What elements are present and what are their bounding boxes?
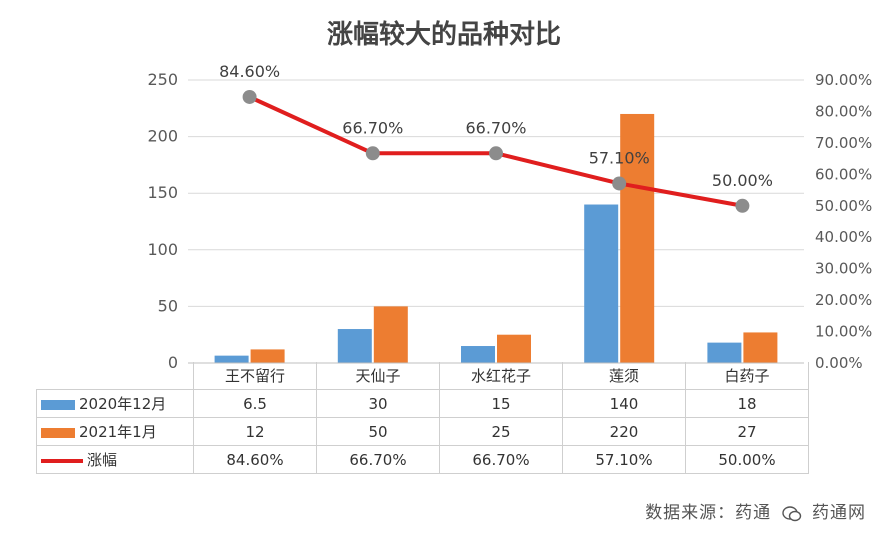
y-right-tick-label: 30.00% xyxy=(815,260,872,278)
legend-entry: 涨幅 xyxy=(36,445,194,474)
category-label: 水红花子 xyxy=(439,362,563,390)
y-right-tick-label: 20.00% xyxy=(815,291,872,309)
table-cell: 220 xyxy=(562,417,686,446)
data-table-row-2020-12: 2020年12月 6.5 30 15 140 18 xyxy=(36,389,809,418)
table-cell: 18 xyxy=(685,389,809,418)
data-label: 50.00% xyxy=(712,171,773,190)
y-right-tick-label: 50.00% xyxy=(815,197,872,215)
table-cell: 50.00% xyxy=(685,445,809,474)
y-right-tick-label: 80.00% xyxy=(815,102,872,120)
legend-entry: 2021年1月 xyxy=(36,417,194,446)
category-label: 白药子 xyxy=(685,362,809,390)
y-right-tick-label: 10.00% xyxy=(815,323,872,341)
y-left-tick-label: 100 xyxy=(147,240,178,259)
y-right-tick-label: 70.00% xyxy=(815,134,872,152)
table-cell: 57.10% xyxy=(562,445,686,474)
data-table-row-2021-01: 2021年1月 12 50 25 220 27 xyxy=(36,417,809,446)
data-table-header-row: 王不留行 天仙子 水红花子 莲须 白药子 xyxy=(37,362,809,390)
y-right-tick-label: 0.00% xyxy=(815,354,863,372)
line-marker xyxy=(735,198,750,213)
table-cell: 50 xyxy=(316,417,440,446)
data-label: 57.10% xyxy=(589,148,650,167)
bar-blue xyxy=(707,342,742,363)
category-label: 王不留行 xyxy=(193,362,317,390)
legend-entry: 2020年12月 xyxy=(36,389,194,418)
y-left-tick-label: 50 xyxy=(158,296,178,315)
bar-orange xyxy=(373,306,408,363)
source-note: 数据来源：药通 药通网 xyxy=(645,498,866,523)
table-cell: 27 xyxy=(685,417,809,446)
bar-blue xyxy=(337,329,372,363)
data-label: 66.70% xyxy=(342,118,403,137)
table-cell: 30 xyxy=(316,389,440,418)
y-right-tick-label: 40.00% xyxy=(815,228,872,246)
line-marker xyxy=(242,89,257,104)
bar-orange xyxy=(497,334,531,363)
table-cell: 15 xyxy=(439,389,563,418)
legend-swatch-blue xyxy=(41,399,75,410)
bar-blue xyxy=(584,204,619,363)
data-table: 王不留行 天仙子 水红花子 莲须 白药子 2020年12月 6.5 30 15 … xyxy=(36,362,809,474)
category-label: 天仙子 xyxy=(316,362,440,390)
y-left-tick-label: 250 xyxy=(147,70,178,89)
legend-label: 涨幅 xyxy=(87,451,118,469)
table-cell: 25 xyxy=(439,417,563,446)
chart-title: 涨幅较大的品种对比 xyxy=(326,20,561,50)
bar-orange xyxy=(250,349,285,363)
bar-blue xyxy=(214,355,249,363)
table-cell: 84.60% xyxy=(193,445,317,474)
watermark-text: 药通网 xyxy=(812,503,866,523)
table-cell: 66.70% xyxy=(316,445,440,474)
table-cell: 140 xyxy=(562,389,686,418)
legend-swatch-orange xyxy=(41,427,75,438)
y-right-tick-label: 60.00% xyxy=(815,165,872,183)
legend-label: 2021年1月 xyxy=(79,423,157,441)
data-table-row-increase: 涨幅 84.60% 66.70% 66.70% 57.10% 50.00% xyxy=(36,445,809,474)
wechat-icon xyxy=(781,505,801,521)
table-cell: 66.70% xyxy=(439,445,563,474)
source-text: 数据来源：药通 xyxy=(645,503,772,523)
table-cell: 12 xyxy=(193,417,317,446)
legend-label: 2020年12月 xyxy=(79,395,167,413)
bar-blue xyxy=(461,346,495,363)
line-marker xyxy=(489,146,503,161)
y-left-tick-label: 200 xyxy=(147,127,178,146)
line-marker xyxy=(365,146,380,161)
category-label: 莲须 xyxy=(562,362,686,390)
y-left-tick-label: 0 xyxy=(168,353,178,372)
table-cell: 6.5 xyxy=(193,389,317,418)
y-left-tick-label: 150 xyxy=(147,183,178,202)
y-right-tick-label: 90.00% xyxy=(815,71,872,89)
data-label: 84.60% xyxy=(219,62,280,81)
data-table-corner xyxy=(37,362,194,390)
bar-orange xyxy=(620,113,655,364)
legend-swatch-red-line xyxy=(41,458,83,463)
data-label: 66.70% xyxy=(465,118,526,137)
line-marker xyxy=(612,176,627,191)
bar-orange xyxy=(743,332,778,363)
